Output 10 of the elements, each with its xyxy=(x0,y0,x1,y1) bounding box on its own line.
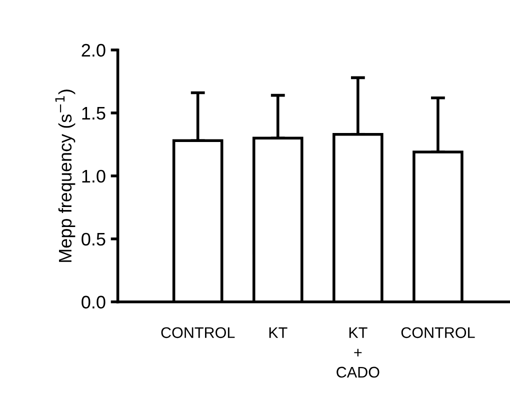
x-tick-label: CONTROL xyxy=(401,327,475,338)
x-tick-label: KT + CADO xyxy=(336,327,380,378)
y-tick-label: 1.5 xyxy=(82,107,106,120)
y-tick-label: 0.5 xyxy=(82,232,106,246)
x-tick-label: KT xyxy=(269,327,288,338)
y-tick-label: 2.0 xyxy=(82,44,106,57)
y-axis-title: Mepp frequency (s$^{−1}$) xyxy=(55,90,76,262)
y-tick-label: 1.0 xyxy=(82,170,106,183)
y-tick-label: 0.0 xyxy=(82,296,106,309)
x-tick-label: CONTROL xyxy=(161,327,235,338)
